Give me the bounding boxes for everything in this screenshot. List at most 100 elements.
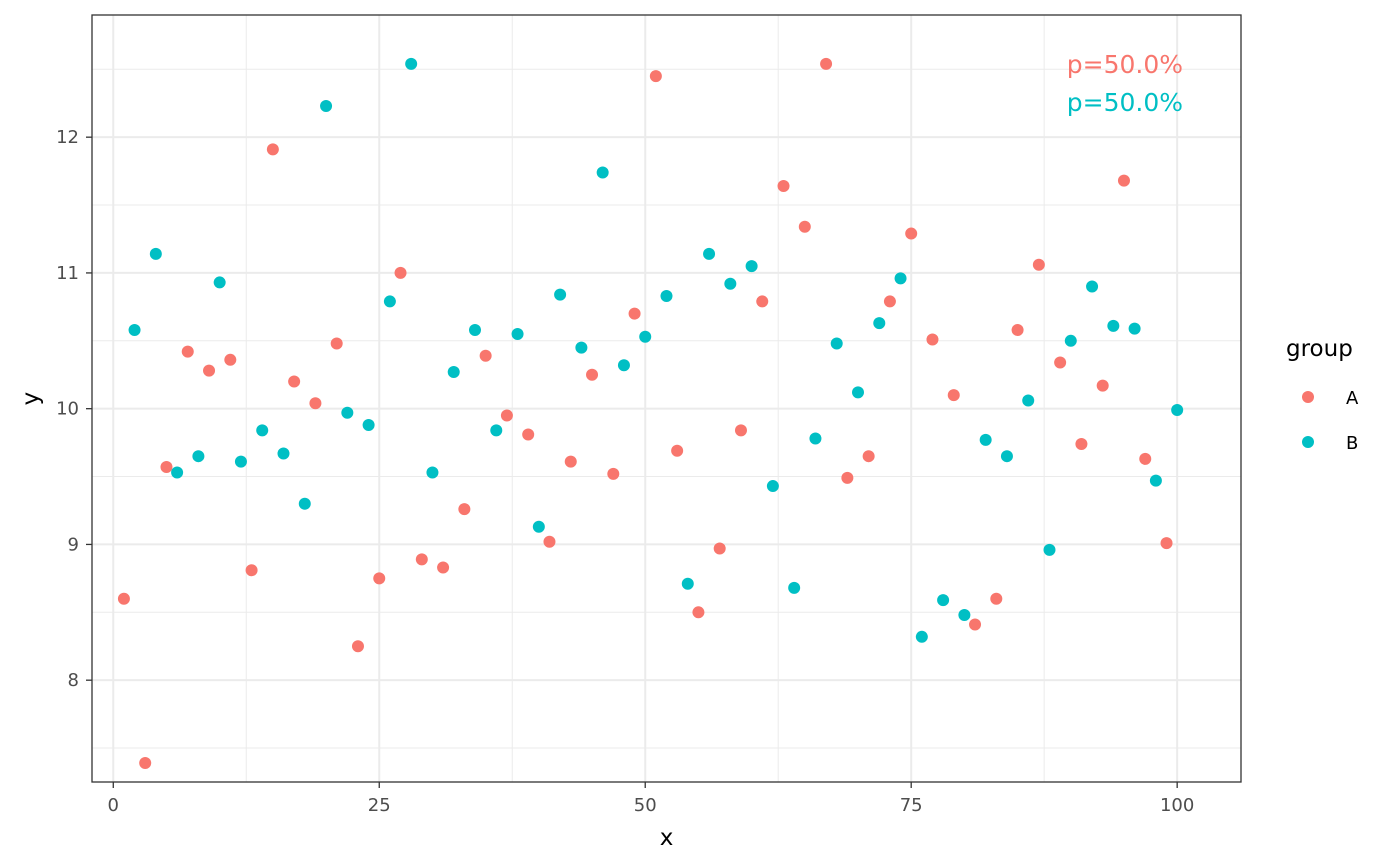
data-point-b [234,455,247,468]
data-point-b [192,450,205,463]
data-point-a [649,70,662,83]
legend-label-b: B [1346,433,1358,454]
data-point-b [171,466,184,479]
data-point-b [1107,319,1120,332]
data-point-a [926,333,939,346]
x-axis-title: x [660,825,674,851]
data-point-a [160,461,173,474]
data-point-b [149,247,162,260]
data-point-b [852,386,864,399]
data-point-a [586,368,599,381]
data-point-b [617,359,630,372]
data-point-a [181,345,194,358]
data-point-b [937,594,950,607]
data-point-b [1171,404,1184,417]
data-point-a [522,428,535,441]
data-point-b [809,432,822,445]
data-point-a [947,389,960,402]
data-point-b [511,328,524,341]
data-point-a [1139,452,1152,465]
annotations: p=50.0% p=50.0% [1067,50,1183,117]
data-point-b [341,406,354,419]
x-tick-label: 25 [368,795,391,816]
data-point-b [915,630,928,643]
data-point-b [320,99,333,112]
data-point-b [745,260,758,273]
data-point-a [117,592,130,605]
data-point-b [724,277,737,290]
y-axis-title: y [18,392,44,406]
data-point-b [873,317,886,330]
data-point-b [383,295,396,308]
data-point-a [1011,323,1024,336]
y-tick-label: 9 [68,534,79,555]
data-point-a [1054,356,1067,369]
data-point-a [309,397,322,410]
data-point-a [458,503,471,516]
data-point-b [128,323,141,336]
data-point-b [1000,450,1013,463]
data-point-b [1149,474,1162,487]
data-points [117,57,1184,769]
data-point-a [990,592,1003,605]
data-point-a [437,561,450,574]
y-tick-label: 10 [56,399,79,420]
data-point-a [1075,437,1088,450]
data-point-a [224,353,237,366]
data-point-a [266,143,279,156]
data-point-a [564,455,577,468]
x-tick-label: 0 [108,795,119,816]
data-point-a [500,409,513,422]
data-point-b [596,166,609,179]
data-point-a [288,375,301,388]
x-axis: 0 25 50 75 100 [108,782,1194,816]
x-tick-label: 50 [634,795,657,816]
legend: group A B [1286,336,1359,454]
legend-title: group [1286,336,1353,362]
data-point-b [788,581,801,594]
data-point-b [830,337,843,350]
data-point-a [373,572,386,585]
data-point-a [330,337,343,350]
data-point-a [479,349,492,362]
data-point-b [554,288,567,301]
data-point-b [1086,280,1099,293]
panel-border [91,14,1242,783]
data-point-b [979,433,992,446]
data-point-a [607,467,620,480]
y-tick-label: 11 [56,263,79,284]
x-tick-label: 100 [1160,795,1194,816]
data-point-a [777,180,790,193]
data-point-a [671,444,684,457]
data-point-a [692,606,705,619]
data-point-b [1043,543,1056,556]
data-point-b [575,341,588,354]
data-point-a [394,266,407,279]
data-point-b [1128,322,1141,335]
data-point-b [894,272,907,285]
data-point-a [415,553,428,566]
data-point-b [256,424,269,437]
data-point-b [362,418,375,431]
data-point-b [298,497,311,510]
legend-key-a [1302,391,1314,403]
data-point-b [639,330,652,343]
grid-minor [92,15,1241,782]
data-point-b [277,447,290,460]
data-point-a [1160,537,1173,550]
data-point-a [203,364,216,377]
data-point-a [756,295,769,308]
data-point-b [490,424,503,437]
data-point-a [820,57,833,70]
data-point-b [447,366,460,379]
data-point-b [958,609,971,622]
x-tick-label: 75 [900,795,923,816]
data-point-b [405,57,418,70]
data-point-a [883,295,896,308]
data-point-b [766,480,779,493]
data-point-a [245,564,258,577]
data-point-a [862,450,875,463]
grid-major [92,15,1241,782]
